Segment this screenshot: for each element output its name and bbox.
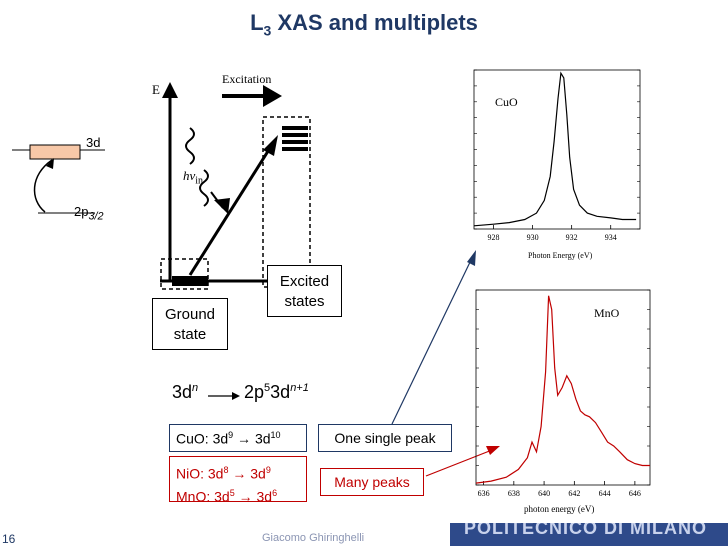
single-peak-pointer: [391, 257, 473, 425]
cuo-tick-label: 930: [527, 233, 539, 242]
callout-arrows: [391, 250, 500, 477]
transition-arrow: [33, 159, 53, 213]
mno-tick-label: 636: [478, 489, 490, 498]
transition-target: 2p53dn+1: [244, 382, 309, 402]
3d-label: 3d: [86, 135, 101, 150]
cuo-tick-label: 934: [605, 233, 617, 242]
photon-wave-icon: [185, 127, 209, 207]
many-peaks-callout: Many peaks: [320, 468, 424, 496]
mno-tick-label: 640: [538, 489, 550, 498]
mno-tick-label: 644: [599, 489, 611, 498]
mno-tick-label: 646: [629, 489, 641, 498]
cuo-chart-label: CuO: [495, 95, 518, 109]
author-name: Giacomo Ghiringhelli: [262, 532, 365, 544]
cuo-series-line: [473, 71, 637, 227]
2p-label: 2p3/2: [74, 204, 104, 223]
level-diagram: [12, 144, 105, 214]
single-pointer-arrowhead-icon: [467, 250, 476, 266]
mno-series-line: [475, 295, 650, 484]
ground-dashed-box: [160, 258, 209, 290]
cuo-config-box: CuO: 3d9 → 3d10: [169, 424, 307, 452]
formula-arrow-icon: [208, 392, 240, 400]
photon-arrowhead-icon: [214, 198, 230, 214]
absorption-arrow: [188, 147, 272, 276]
3d-band: [29, 144, 81, 160]
mno-tick-label: 642: [568, 489, 580, 498]
transition-formula: 3dn: [172, 382, 199, 402]
ground-state-box: Ground state: [152, 298, 228, 350]
page-title: L3 XAS and multiplets: [250, 10, 478, 39]
nio-mno-config-box: NiO: 3d8 → 3d9 MnO: 3d5 → 3d6: [169, 456, 307, 504]
mno-chart-label: MnO: [594, 306, 620, 320]
arrowhead-icon: [46, 158, 54, 169]
photon-label: hνin: [183, 168, 204, 187]
university-logo: POLITECNICO DI MILANO: [450, 523, 728, 546]
cuo-tick-label: 932: [566, 233, 578, 242]
ground-state-bar: [172, 276, 208, 286]
mno-tick-label: 638: [508, 489, 520, 498]
single-peak-callout: One single peak: [318, 424, 452, 452]
cuo-x-axis-label: Photon Energy (eV): [528, 251, 593, 260]
mno-spectrum-chart: 636 638 640 642 644 646: [475, 289, 651, 498]
cuo-spectrum-chart: 928 930 932 934: [473, 69, 641, 242]
axis-arrow-icon: [162, 82, 178, 98]
cuo-frame: [473, 69, 641, 230]
excitation-arrowhead-icon: [263, 85, 282, 107]
mno-x-axis-label: photon energy (eV): [524, 504, 595, 514]
excitation-label: Excitation: [222, 72, 272, 86]
cuo-tick-label: 928: [488, 233, 500, 242]
absorption-arrowhead-icon: [263, 135, 278, 156]
energy-axis-label: E: [152, 82, 160, 97]
many-pointer-arrowhead-icon: [486, 446, 500, 455]
many-peaks-pointer: [425, 449, 493, 477]
page-number: 16: [2, 532, 16, 546]
excited-states-box: Excited states: [267, 265, 342, 317]
